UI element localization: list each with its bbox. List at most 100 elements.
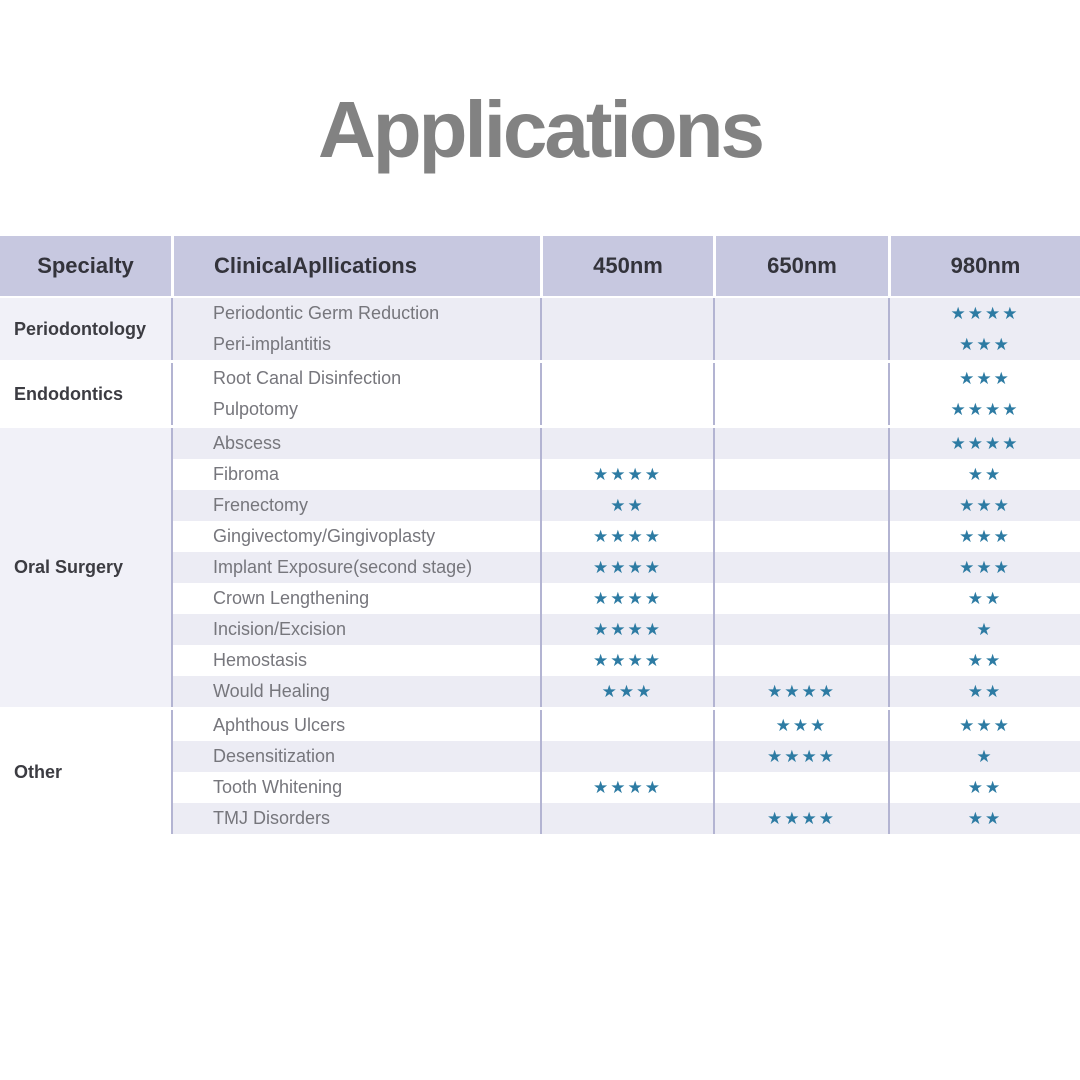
specialty-cell: Periodontology	[0, 298, 171, 360]
rating-980nm: ★★★	[888, 552, 1080, 583]
table-row: Tooth Whitening ★★★★ ★★	[171, 772, 1080, 803]
rating-650nm	[713, 329, 888, 360]
rating-450nm: ★★★★	[540, 521, 713, 552]
specialty-group: Other Aphthous Ulcers ★★★ ★★★ Desensitizatio…	[0, 710, 1080, 834]
table-row: Crown Lengthening ★★★★ ★★	[171, 583, 1080, 614]
specialty-cell: Oral Surgery	[0, 428, 171, 707]
table-row: Fibroma ★★★★ ★★	[171, 459, 1080, 490]
rating-980nm: ★★	[888, 772, 1080, 803]
specialty-label: Other	[14, 761, 63, 782]
header-cell-specialty: Specialty	[37, 253, 134, 278]
rating-650nm	[713, 645, 888, 676]
header-cell-980nm: 980nm	[888, 236, 1080, 296]
applications-table: Specialty ClinicalApllications 450nm 650nm 9…	[0, 236, 1080, 834]
table-row: Root Canal Disinfection ★★★	[171, 363, 1080, 394]
rating-450nm: ★★★★	[540, 459, 713, 490]
rating-980nm: ★★★	[888, 710, 1080, 741]
rating-450nm	[540, 394, 713, 425]
application-label: Fibroma	[171, 459, 540, 490]
table-row: Desensitization ★★★★ ★	[171, 741, 1080, 772]
rating-650nm	[713, 459, 888, 490]
application-label: Frenectomy	[171, 490, 540, 521]
header-cell-clinical-applications: ClinicalApllications	[171, 236, 540, 296]
table-row: Incision/Excision ★★★★ ★	[171, 614, 1080, 645]
application-label: Desensitization	[171, 741, 540, 772]
rating-450nm	[540, 298, 713, 329]
rating-650nm	[713, 583, 888, 614]
application-label: Periodontic Germ Reduction	[171, 298, 540, 329]
group-rows: Abscess ★★★★ Fibroma ★★★★ ★★ Frenectomy ★★ ★★★ G…	[171, 428, 1080, 707]
table-row: Frenectomy ★★ ★★★	[171, 490, 1080, 521]
specialty-label: Periodontology	[14, 318, 146, 339]
specialty-cell: Endodontics	[0, 363, 171, 425]
table-row: Pulpotomy ★★★★	[171, 394, 1080, 425]
rating-450nm	[540, 329, 713, 360]
application-label: TMJ Disorders	[171, 803, 540, 834]
application-label: Abscess	[171, 428, 540, 459]
table-row: Implant Exposure(second stage) ★★★★ ★★★	[171, 552, 1080, 583]
header-cell-450nm: 450nm	[540, 236, 713, 296]
rating-650nm	[713, 772, 888, 803]
rating-980nm: ★★	[888, 803, 1080, 834]
rating-980nm: ★★	[888, 583, 1080, 614]
rating-450nm: ★★★★	[540, 772, 713, 803]
rating-980nm: ★	[888, 614, 1080, 645]
specialty-group: Endodontics Root Canal Disinfection ★★★ Pul…	[0, 363, 1080, 425]
specialty-label: Oral Surgery	[14, 557, 124, 577]
application-label: Tooth Whitening	[171, 772, 540, 803]
rating-980nm: ★★★	[888, 363, 1080, 394]
application-label: Aphthous Ulcers	[171, 710, 540, 741]
application-label: Incision/Excision	[171, 614, 540, 645]
application-label: Implant Exposure(second stage)	[171, 552, 540, 583]
rating-980nm: ★★★	[888, 490, 1080, 521]
rating-450nm	[540, 363, 713, 394]
application-label: Gingivectomy/Gingivoplasty	[171, 521, 540, 552]
table-row: Aphthous Ulcers ★★★ ★★★	[171, 710, 1080, 741]
application-label: Would Healing	[171, 676, 540, 707]
rating-450nm: ★★★★	[540, 552, 713, 583]
rating-450nm	[540, 803, 713, 834]
group-rows: Root Canal Disinfection ★★★ Pulpotomy ★★★★	[171, 363, 1080, 425]
table-row: Periodontic Germ Reduction ★★★★	[171, 298, 1080, 329]
rating-980nm: ★★	[888, 459, 1080, 490]
table-row: Would Healing ★★★ ★★★★ ★★	[171, 676, 1080, 707]
page-title: Applications	[317, 85, 765, 174]
application-label: Hemostasis	[171, 645, 540, 676]
rating-980nm: ★	[888, 741, 1080, 772]
rating-980nm: ★★★	[888, 521, 1080, 552]
rating-650nm: ★★★	[713, 710, 888, 741]
rating-980nm: ★★	[888, 645, 1080, 676]
application-label: Crown Lengthening	[171, 583, 540, 614]
application-label: Root Canal Disinfection	[171, 363, 540, 394]
rating-450nm: ★★	[540, 490, 713, 521]
rating-980nm: ★★★★	[888, 298, 1080, 329]
rating-450nm: ★★★★	[540, 614, 713, 645]
rating-980nm: ★★★★	[888, 394, 1080, 425]
specialty-group: Oral Surgery Abscess ★★★★ Fibroma ★★★★ ★★ Fren…	[0, 428, 1080, 707]
specialty-label: Endodontics	[14, 383, 123, 404]
rating-980nm: ★★★★	[888, 428, 1080, 459]
rating-650nm: ★★★★	[713, 803, 888, 834]
specialty-cell: Other	[0, 710, 171, 834]
table-header-row: Specialty ClinicalApllications 450nm 650nm 9…	[0, 236, 1080, 296]
table-row: Hemostasis ★★★★ ★★	[171, 645, 1080, 676]
rating-450nm: ★★★★	[540, 583, 713, 614]
group-rows: Periodontic Germ Reduction ★★★★ Peri-impla…	[171, 298, 1080, 360]
rating-450nm: ★★★★	[540, 645, 713, 676]
rating-650nm	[713, 614, 888, 645]
table-row: TMJ Disorders ★★★★ ★★	[171, 803, 1080, 834]
table-body: Periodontology Periodontic Germ Reduction…	[0, 298, 1080, 834]
rating-450nm	[540, 428, 713, 459]
rating-650nm	[713, 521, 888, 552]
application-label: Peri-implantitis	[171, 329, 540, 360]
rating-980nm: ★★★	[888, 329, 1080, 360]
rating-650nm	[713, 394, 888, 425]
table-row: Abscess ★★★★	[171, 428, 1080, 459]
table-row: Gingivectomy/Gingivoplasty ★★★★ ★★★	[171, 521, 1080, 552]
rating-650nm: ★★★★	[713, 741, 888, 772]
header-cell-650nm: 650nm	[713, 236, 888, 296]
rating-450nm	[540, 710, 713, 741]
rating-650nm: ★★★★	[713, 676, 888, 707]
table-row: Peri-implantitis ★★★	[171, 329, 1080, 360]
rating-650nm	[713, 428, 888, 459]
